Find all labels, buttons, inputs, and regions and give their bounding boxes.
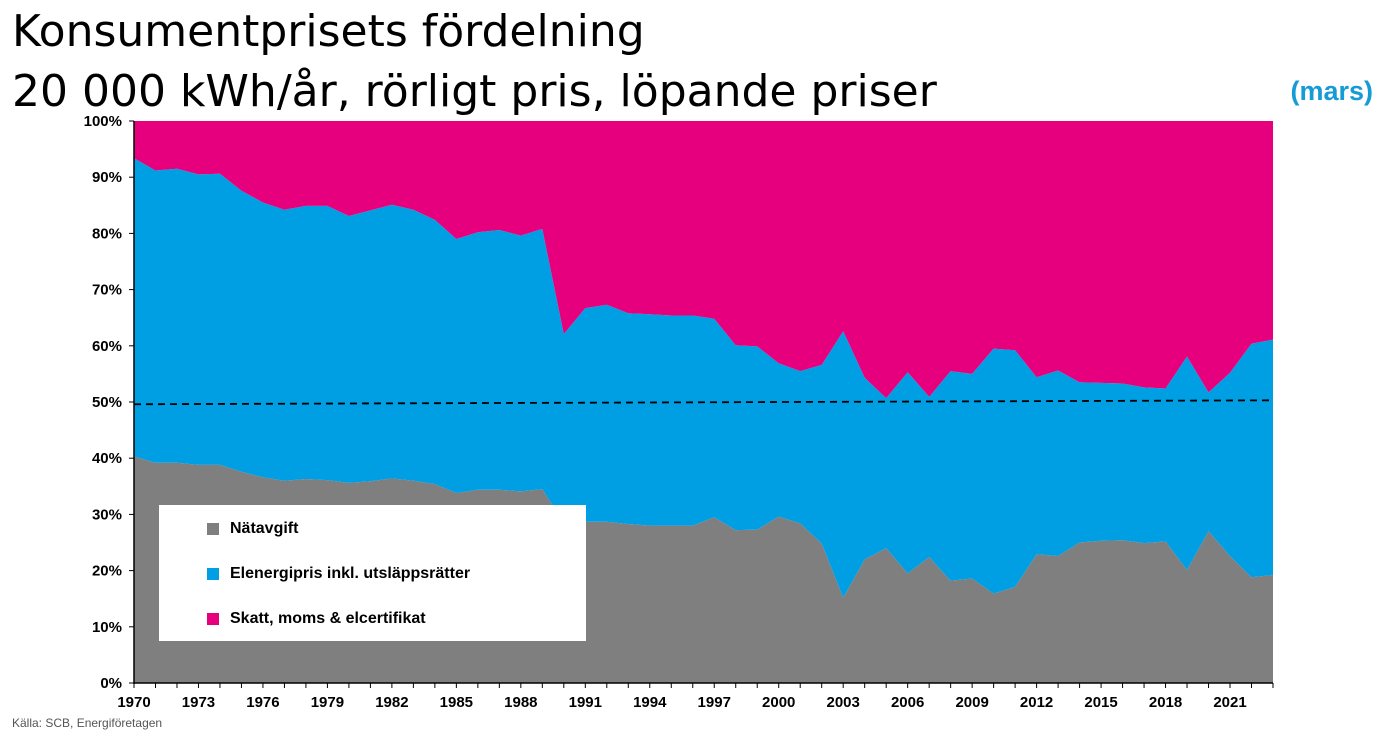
- legend-swatch-skatt: [207, 613, 219, 625]
- chart-axes: [129, 120, 1274, 688]
- x-tick-label: 1973: [182, 694, 215, 711]
- legend-label-skatt: Skatt, moms & elcertifikat: [230, 610, 426, 627]
- legend-item-natavgift: Nätavgift: [207, 519, 298, 539]
- x-tick-label: 2006: [891, 694, 924, 711]
- x-tick-label: 1979: [311, 694, 344, 711]
- x-tick-label: 2000: [762, 694, 795, 711]
- x-tick-label: 1994: [633, 694, 667, 711]
- x-tick-label: 2021: [1213, 694, 1246, 711]
- y-tick-label: 0%: [100, 675, 122, 692]
- legend-item-elenergipris: Elenergipris inkl. utsläppsrätter: [207, 564, 470, 584]
- legend-label-elenergipris: Elenergipris inkl. utsläppsrätter: [230, 565, 471, 582]
- y-tick-label: 50%: [92, 394, 122, 411]
- y-tick-label: 40%: [92, 450, 122, 467]
- chart-legend: Nätavgift Elenergipris inkl. utsläppsrät…: [159, 505, 586, 641]
- x-tick-label: 1976: [246, 694, 279, 711]
- legend-label-natavgift: Nätavgift: [230, 520, 299, 537]
- x-tick-label: 1985: [440, 694, 473, 711]
- x-tick-label: 1982: [375, 694, 408, 711]
- chart-title-line-1: Konsumentprisets fördelning: [12, 6, 645, 57]
- reference-line: [133, 399, 1274, 406]
- y-axis-tick-labels: 0% 10% 20% 30% 40% 50% 60% 70% 80% 90% 100%: [84, 113, 122, 692]
- y-tick-label: 10%: [92, 619, 122, 636]
- legend-swatch-elenergipris: [207, 568, 219, 580]
- x-axis-tick-labels: 1970 1973 1976 1979 1982 1985 1988 1991 1994 1997…: [117, 694, 1246, 711]
- x-tick-label: 1991: [569, 694, 602, 711]
- x-tick-label: 2015: [1084, 694, 1117, 711]
- legend-item-skatt: Skatt, moms & elcertifikat: [207, 609, 426, 629]
- source-note: Källa: SCB, Energiföretagen: [12, 716, 163, 730]
- x-tick-label: 2003: [827, 694, 860, 711]
- legend-swatch-natavgift: [207, 523, 219, 535]
- y-tick-label: 80%: [92, 225, 122, 242]
- chart-title-line-2: 20 000 kWh/år, rörligt pris, löpande pri…: [12, 66, 937, 117]
- reference-line-group: [133, 399, 1274, 406]
- period-note: (mars): [1290, 76, 1373, 106]
- x-tick-label: 1997: [698, 694, 731, 711]
- area-series-skatt: [134, 121, 1273, 399]
- area-series-elenergipris: [134, 158, 1273, 598]
- y-tick-label: 60%: [92, 338, 122, 355]
- x-tick-label: 2012: [1020, 694, 1053, 711]
- y-tick-label: 100%: [84, 113, 122, 130]
- x-tick-label: 1970: [117, 694, 150, 711]
- x-tick-label: 1988: [504, 694, 537, 711]
- x-tick-label: 2018: [1149, 694, 1182, 711]
- y-tick-label: 20%: [92, 563, 122, 580]
- y-tick-label: 90%: [92, 169, 122, 186]
- y-tick-label: 30%: [92, 506, 122, 523]
- y-tick-label: 70%: [92, 282, 122, 299]
- x-tick-label: 2009: [955, 694, 988, 711]
